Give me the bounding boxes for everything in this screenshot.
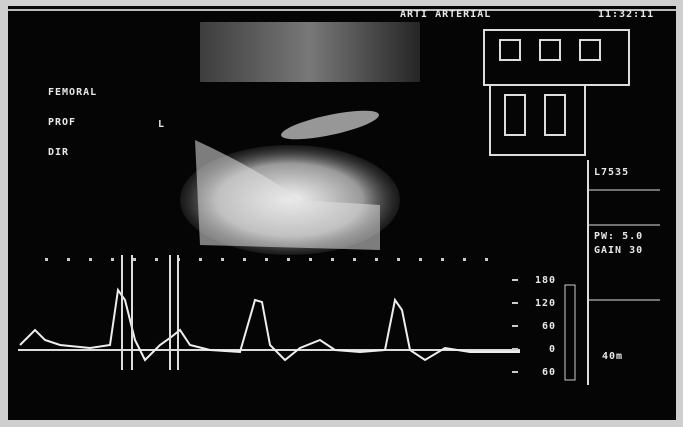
branch-label: PROF bbox=[48, 117, 76, 128]
dot bbox=[67, 258, 70, 261]
clock: 11:32:11 bbox=[598, 9, 654, 20]
side-label: L bbox=[158, 119, 165, 130]
dot bbox=[287, 258, 290, 261]
dot bbox=[397, 258, 400, 261]
tissue-band bbox=[200, 22, 420, 82]
dot bbox=[265, 258, 268, 261]
mode-title: ARTI ARTERIAL bbox=[400, 9, 491, 20]
scale-label: 180 bbox=[535, 275, 556, 286]
scale-label: 60 bbox=[542, 321, 556, 332]
dot bbox=[89, 258, 92, 261]
direction-label: DIR bbox=[48, 147, 69, 158]
depth-label: 40m bbox=[602, 351, 623, 362]
probe-label: L7535 bbox=[594, 167, 629, 178]
gain-label: GAIN 30 bbox=[594, 245, 643, 256]
dot bbox=[485, 258, 488, 261]
dot bbox=[133, 258, 136, 261]
dot bbox=[111, 258, 114, 261]
scale-label: 60 bbox=[542, 367, 556, 378]
vessel-label: FEMORAL bbox=[48, 87, 97, 98]
dot bbox=[221, 258, 224, 261]
dot bbox=[45, 258, 48, 261]
dot bbox=[375, 258, 378, 261]
dot bbox=[441, 258, 444, 261]
dot bbox=[155, 258, 158, 261]
dot bbox=[243, 258, 246, 261]
scale-label: 120 bbox=[535, 298, 556, 309]
mode-label: PW: 5.0 bbox=[594, 231, 643, 242]
dot bbox=[309, 258, 312, 261]
dot bbox=[199, 258, 202, 261]
dot bbox=[331, 258, 334, 261]
ultrasound-screen: ARTI ARTERIAL 11:32:11 FEMORAL PROF L DI… bbox=[0, 0, 683, 427]
time-markers bbox=[45, 258, 488, 261]
dot bbox=[419, 258, 422, 261]
scale-label: 0 bbox=[549, 344, 556, 355]
dot bbox=[463, 258, 466, 261]
dot bbox=[353, 258, 356, 261]
